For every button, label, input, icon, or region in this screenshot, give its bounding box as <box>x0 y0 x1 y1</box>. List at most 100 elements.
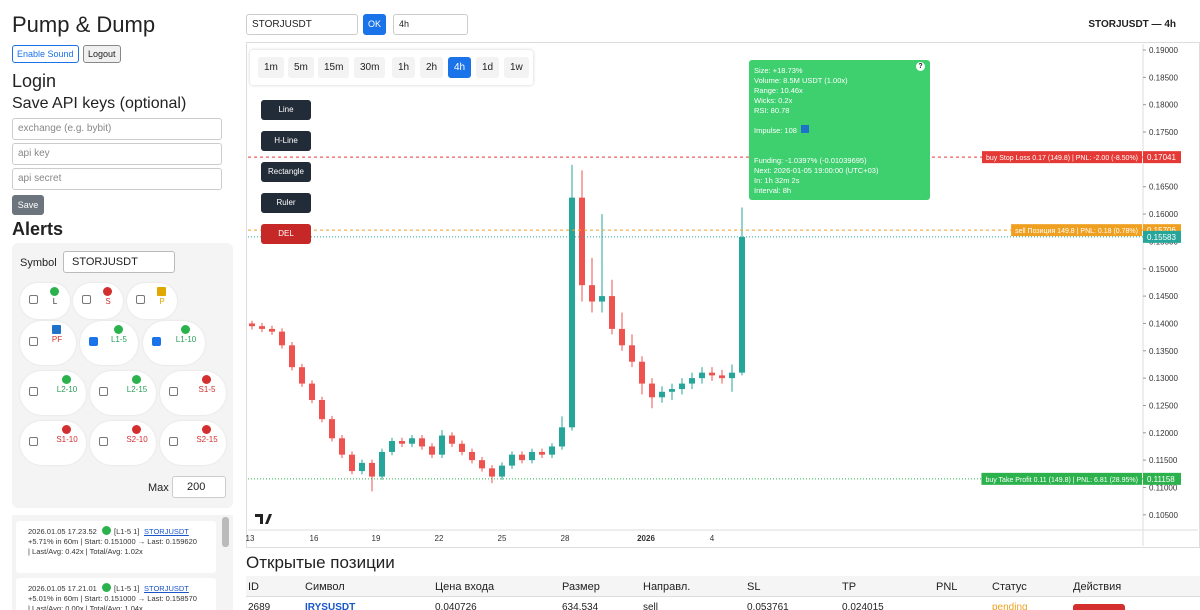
checkbox[interactable] <box>152 337 161 346</box>
log-symbol[interactable]: STORJUSDT <box>144 584 189 593</box>
api-secret-input[interactable]: api secret <box>12 168 222 190</box>
x-tick-label: 16 <box>310 534 319 543</box>
logo <box>255 514 272 524</box>
tile-label: L1-5 <box>110 335 127 344</box>
chart-title: STORJUSDT — 4h <box>1088 19 1176 30</box>
login-subtitle: Save API keys (optional) <box>12 95 187 112</box>
candle-body <box>259 326 265 329</box>
tool-button[interactable]: Ruler <box>261 193 311 213</box>
tile-label: L <box>52 297 58 306</box>
timeframe-button[interactable]: 15m <box>318 57 350 78</box>
symbol-input[interactable]: STORJUSDT <box>246 14 358 35</box>
signal-dot <box>157 287 166 296</box>
timeframe-bar: 1m 5m 15m 30m 1h 2h 4h 1d 1w <box>250 50 533 85</box>
timeframe-button[interactable]: 1m <box>258 57 284 78</box>
sound-button[interactable]: Enable Sound <box>12 45 79 63</box>
alert-tile: S <box>73 283 123 319</box>
checkbox[interactable] <box>99 437 108 446</box>
x-tick-label: 25 <box>498 534 507 543</box>
candle-body <box>349 454 355 472</box>
price-tag-label: 0.11158 <box>1147 475 1175 484</box>
y-tick-label: 0.11000 <box>1149 483 1178 492</box>
interval-select[interactable]: 4h <box>393 14 468 35</box>
column-header: ID <box>248 581 259 593</box>
price-tag-label: 0.17041 <box>1147 153 1176 162</box>
checkbox[interactable] <box>89 337 98 346</box>
candle-body <box>599 296 605 302</box>
signal-dot <box>62 425 71 434</box>
alert-tile: PF <box>20 321 76 365</box>
column-header: Символ <box>305 581 345 593</box>
candle-body <box>509 454 515 466</box>
candle-body <box>569 197 575 428</box>
y-tick-label: 0.13000 <box>1149 374 1178 383</box>
tooltip-line: Range: 10.46x <box>754 86 803 95</box>
candle-body <box>299 367 305 384</box>
timeframe-button[interactable]: 2h <box>420 57 444 78</box>
impulse-icon <box>801 125 809 133</box>
timeframe-button[interactable]: 30m <box>354 57 386 78</box>
checkbox[interactable] <box>29 437 38 446</box>
candle-body <box>639 361 645 384</box>
exchange-input[interactable]: exchange (e.g. bybit) <box>12 118 222 140</box>
tile-label: S1-10 <box>56 435 78 444</box>
candle-body <box>699 372 705 379</box>
alerts-title: Alerts <box>12 219 64 239</box>
save-button[interactable]: Save <box>12 195 44 215</box>
candle-body <box>519 454 525 461</box>
candle-body <box>489 468 495 477</box>
checkbox[interactable] <box>169 387 178 396</box>
signal-dot <box>50 287 59 296</box>
symbol-label: Symbol <box>20 257 57 269</box>
candle-body <box>359 462 365 472</box>
price-tag-label: 0.15706 <box>1147 226 1176 235</box>
timeframe-button[interactable]: 5m <box>288 57 314 78</box>
help-icon[interactable]: ? <box>916 62 925 71</box>
candle-body <box>609 296 615 329</box>
column-header: Размер <box>562 581 600 593</box>
signal-dot <box>52 325 61 334</box>
log-entry: 2026.01.05 17.21.01 [L1-5 1] STORJUSDT +5.0… <box>16 578 216 610</box>
timeframe-button[interactable]: 1d <box>476 57 500 78</box>
x-tick-label: 28 <box>561 534 570 543</box>
column-header: PNL <box>936 581 958 593</box>
tooltip-line: Impulse: 108 <box>754 126 797 135</box>
ok-button[interactable]: OK <box>363 14 386 35</box>
tool-button[interactable]: Line <box>261 100 311 120</box>
checkbox[interactable] <box>82 295 91 304</box>
tile-label: L2-10 <box>56 385 78 394</box>
alert-tile: L <box>20 283 70 319</box>
table-cell: 0.024015 <box>842 602 884 610</box>
log-dot <box>102 526 111 535</box>
log-line: +5.71% in 60m | Start: 0.151000 → Last: … <box>28 537 197 546</box>
alert-tile: S1-10 <box>20 421 86 465</box>
tooltip-line: RSI: 80.78 <box>754 106 790 115</box>
logout-button[interactable]: Logout <box>83 45 121 63</box>
checkbox[interactable] <box>169 437 178 446</box>
timeframe-button[interactable]: 1w <box>504 57 529 78</box>
action-button[interactable] <box>1073 604 1125 610</box>
checkbox[interactable] <box>136 295 145 304</box>
max-input[interactable]: 200 <box>172 476 226 498</box>
log-symbol[interactable]: STORJUSDT <box>144 527 189 536</box>
alert-tile: S2-15 <box>160 421 226 465</box>
checkbox[interactable] <box>99 387 108 396</box>
y-tick-label: 0.14000 <box>1149 319 1178 328</box>
tool-button[interactable]: Rectangle <box>261 162 311 182</box>
timeframe-button[interactable]: 1h <box>392 57 416 78</box>
symbol-select[interactable]: STORJUSDT <box>63 251 175 273</box>
candle-body <box>619 328 625 346</box>
tool-button[interactable]: H-Line <box>261 131 311 151</box>
checkbox[interactable] <box>29 337 38 346</box>
candle-body <box>709 372 715 376</box>
api-key-input[interactable]: api key <box>12 143 222 165</box>
timeframe-button[interactable]: 4h <box>448 57 472 78</box>
candle-body <box>679 383 685 390</box>
candle-body <box>309 383 315 400</box>
column-header: TP <box>842 581 857 593</box>
candle-body <box>579 197 585 286</box>
tool-button[interactable]: DEL <box>261 224 311 244</box>
checkbox[interactable] <box>29 295 38 304</box>
checkbox[interactable] <box>29 387 38 396</box>
candle-body <box>449 435 455 444</box>
